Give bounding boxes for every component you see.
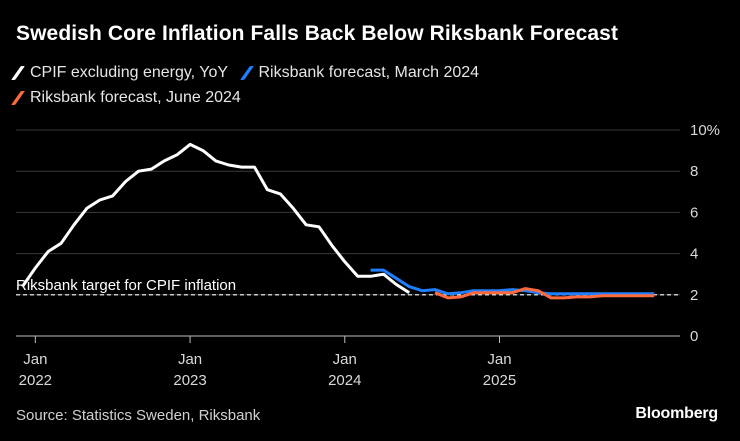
- x-tick-year-2023: 2023: [173, 372, 206, 389]
- source-note: Source: Statistics Sweden, Riksbank: [16, 407, 261, 424]
- y-tick-label-2: 2: [690, 287, 698, 304]
- x-tick-month-2024: Jan: [333, 351, 357, 368]
- bloomberg-logo: Bloomberg: [635, 405, 718, 422]
- forecast-march-line: [370, 268, 655, 296]
- target-label: Riksbank target for CPIF inflation: [16, 277, 236, 294]
- legend-label-forecast-june: Riksbank forecast, June 2024: [30, 89, 241, 106]
- legend-item-forecast-march: Riksbank forecast, March 2024: [239, 62, 480, 84]
- y-tick-label-0: 0: [690, 328, 698, 345]
- x-tick-month-2023: Jan: [178, 351, 202, 368]
- legend-label-cpif: CPIF excluding energy, YoY: [30, 64, 229, 81]
- x-tick-year-2024: 2024: [328, 372, 361, 389]
- y-tick-label-10: 10%: [690, 122, 720, 139]
- y-tick-label-4: 4: [690, 246, 698, 263]
- x-tick-year-2025: 2025: [483, 372, 516, 389]
- x-tick-month-2022: Jan: [23, 351, 47, 368]
- forecast-june-line: [434, 287, 655, 300]
- legend-label-forecast-march: Riksbank forecast, March 2024: [258, 64, 480, 81]
- cpif-line: [21, 142, 411, 294]
- y-tick-label-8: 8: [690, 163, 698, 180]
- legend-item-cpif: CPIF excluding energy, YoY: [11, 62, 229, 84]
- x-tick-year-2022: 2022: [19, 372, 52, 389]
- chart-title: Swedish Core Inflation Falls Back Below …: [16, 22, 619, 45]
- x-tick-month-2025: Jan: [487, 351, 511, 368]
- legend: CPIF excluding energy, YoY Riksbank fore…: [11, 62, 576, 112]
- y-tick-label-6: 6: [690, 204, 698, 221]
- legend-item-forecast-june: Riksbank forecast, June 2024: [11, 87, 241, 109]
